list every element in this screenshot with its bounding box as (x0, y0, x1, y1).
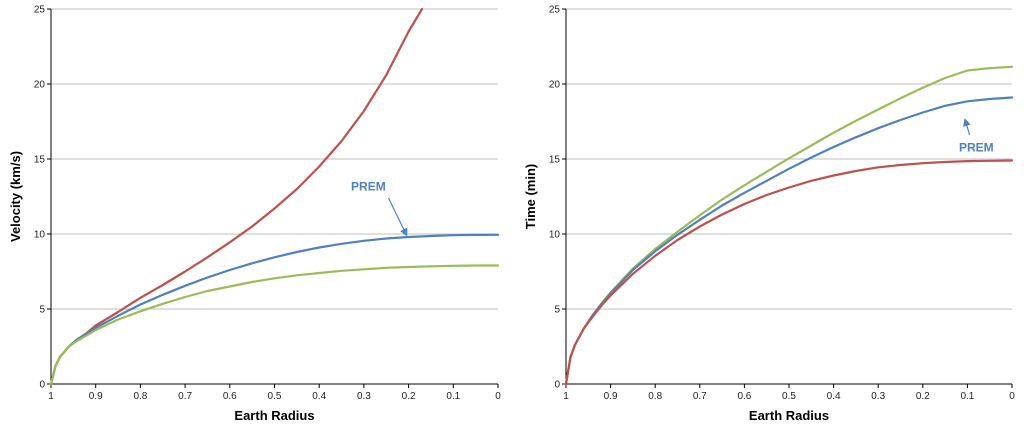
prem-annotation-label: PREM (351, 180, 386, 194)
x-tick-label: 1 (563, 391, 569, 402)
x-tick-label: 0.1 (446, 391, 460, 402)
series-line-red (564, 159, 1014, 386)
y-axis-title: Velocity (km/s) (8, 151, 23, 242)
y-tick-label: 20 (549, 80, 561, 91)
x-tick-label: 0.9 (604, 391, 618, 402)
prem-annotation-arrow (387, 197, 408, 237)
series-line-blue (564, 96, 1014, 386)
x-tick-label: 0.7 (693, 391, 707, 402)
y-tick-label: 5 (39, 305, 45, 316)
y-tick-label: 10 (34, 230, 46, 241)
series-line-blue (49, 233, 500, 386)
x-tick-label: 0 (495, 391, 501, 402)
y-tick-label: 0 (554, 380, 560, 391)
x-tick-label: 0.5 (268, 391, 282, 402)
x-tick-label: 0.2 (402, 391, 416, 402)
chart-1: 0 5 10 15 20 25 1 0.9 0.8 0.7 0.6 0.5 0.4 0.3 0.2 0.1 0 E… (8, 5, 501, 424)
y-tick-label: 15 (34, 155, 46, 166)
series-line-red (49, 7, 424, 386)
y-tick-label: 20 (34, 80, 46, 91)
y-tick-label: 25 (34, 5, 46, 16)
y-tick-label: 5 (554, 305, 560, 316)
prem-annotation-label: PREM (959, 141, 994, 155)
x-tick-label: 0.6 (223, 391, 237, 402)
x-axis-title: Earth Radius (234, 408, 314, 423)
x-tick-label: 0.6 (737, 391, 751, 402)
y-tick-label: 15 (549, 155, 561, 166)
x-tick-label: 0.5 (782, 391, 796, 402)
y-tick-label: 0 (39, 380, 45, 391)
x-tick-label: 0.9 (89, 391, 103, 402)
prem-annotation-arrow (963, 118, 971, 136)
chart-2: 0 5 10 15 20 25 1 0.9 0.8 0.7 0.6 0.5 0.4 0.3 0.2 0.1 0 E… (523, 5, 1015, 424)
series-line-green (49, 264, 500, 386)
series-line-green (564, 65, 1014, 386)
x-tick-label: 0.8 (648, 391, 662, 402)
x-tick-label: 0 (1009, 391, 1015, 402)
x-tick-label: 1 (48, 391, 54, 402)
x-tick-label: 0.2 (916, 391, 930, 402)
x-tick-label: 0.1 (960, 391, 974, 402)
x-tick-label: 0.3 (871, 391, 885, 402)
y-axis-title: Time (min) (523, 164, 538, 230)
y-tick-label: 25 (549, 5, 561, 16)
y-tick-label: 10 (549, 230, 561, 241)
x-tick-label: 0.4 (312, 391, 326, 402)
x-tick-label: 0.4 (827, 391, 841, 402)
x-tick-label: 0.7 (178, 391, 192, 402)
x-tick-label: 0.8 (133, 391, 147, 402)
x-tick-label: 0.3 (357, 391, 371, 402)
x-axis-title: Earth Radius (749, 408, 829, 423)
